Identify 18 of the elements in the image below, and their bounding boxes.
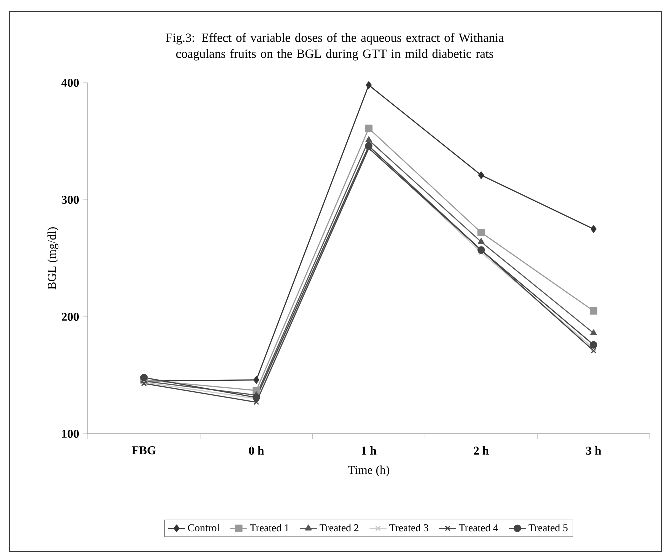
- legend-label: Control: [188, 524, 220, 532]
- y-tick-label: 400: [62, 78, 80, 88]
- legend-label: Treated 5: [528, 524, 568, 532]
- chart-title: Fig.3: Effect of variable doses of the aqueous extract of Withania coagulans fruits on the BGL during GTT in mild diabetic rats: [166, 33, 504, 61]
- legend-label: Treated 3: [390, 524, 429, 532]
- x-tick-label: 3 h: [586, 446, 602, 455]
- y-axis-title: BGL (mg/dl): [48, 228, 59, 290]
- y-tick-label: 200: [62, 312, 80, 322]
- y-tick-label: 300: [62, 196, 80, 204]
- legend-label: Treated 2: [320, 524, 359, 532]
- legend-label: Treated 4: [459, 524, 498, 532]
- x-axis-title: Time (h): [348, 466, 390, 477]
- x-tick-label: FBG: [132, 446, 156, 455]
- y-tick-label: 100: [62, 430, 80, 438]
- legend-label: Treated 1: [250, 524, 289, 532]
- x-tick-label: 1 h: [362, 446, 377, 455]
- x-tick-label: 2 h: [474, 446, 490, 455]
- x-tick-label: 0 h: [249, 446, 264, 455]
